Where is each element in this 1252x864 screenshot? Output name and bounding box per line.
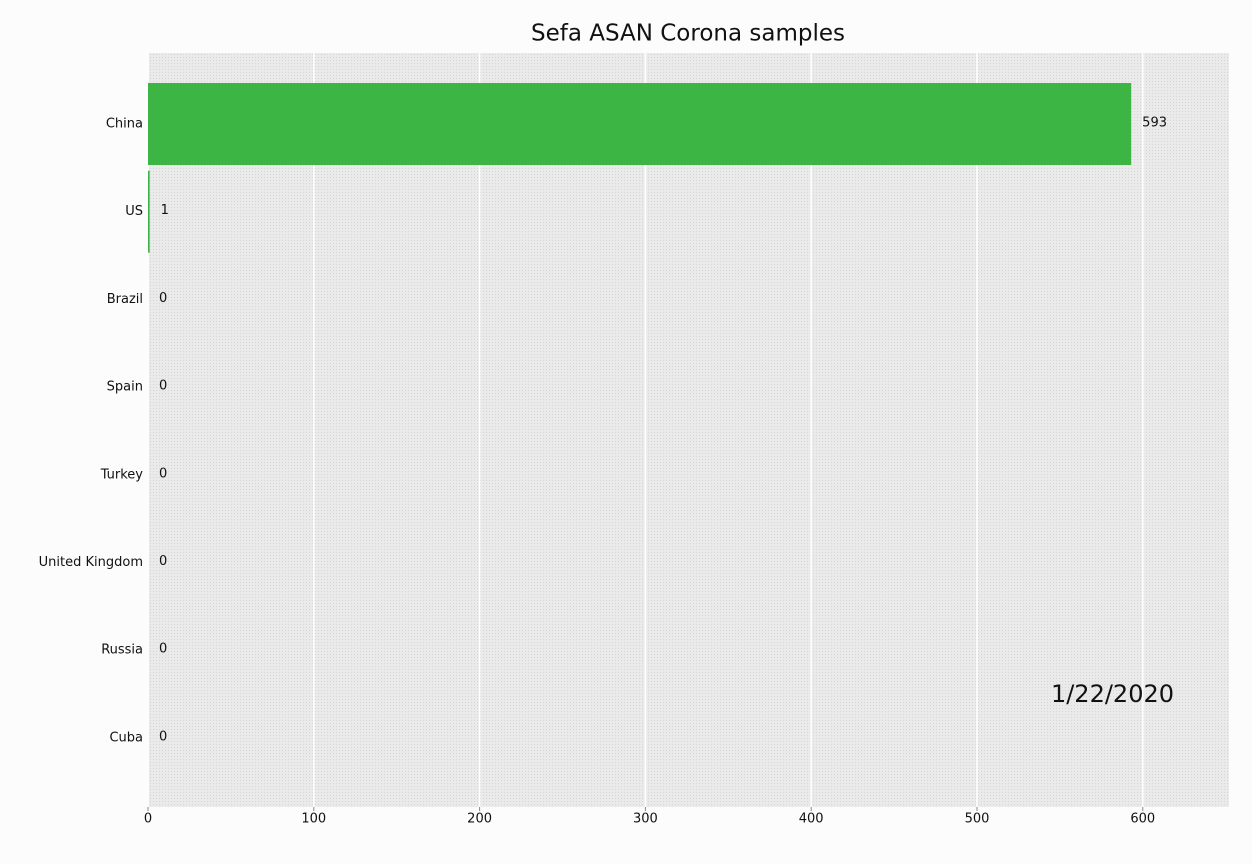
y-tick-label: Brazil [107, 292, 143, 307]
value-label: 0 [159, 379, 167, 394]
date-annotation: 1/22/2020 [1051, 680, 1174, 708]
y-tick-label: Turkey [100, 467, 144, 482]
value-label: 0 [159, 291, 167, 306]
x-tick-label: 0 [144, 812, 152, 827]
bar [148, 170, 150, 253]
y-tick-label: Spain [107, 380, 143, 395]
y-tick-label: Russia [101, 643, 143, 658]
x-tick-label: 100 [301, 812, 326, 827]
value-label: 0 [159, 729, 167, 744]
x-tick-label: 200 [467, 812, 492, 827]
x-tick-label: 500 [965, 812, 990, 827]
plot-area [148, 53, 1229, 807]
value-label: 593 [1142, 116, 1167, 131]
value-label: 0 [159, 554, 167, 569]
y-tick-label: China [106, 117, 143, 132]
value-label: 1 [161, 203, 169, 218]
x-tick-label: 400 [799, 812, 824, 827]
bar [148, 83, 1132, 165]
chart-title: Sefa ASAN Corona samples [531, 21, 845, 47]
y-tick-label: US [125, 204, 143, 219]
x-tick-label: 300 [633, 812, 658, 827]
x-tick-label: 600 [1130, 812, 1155, 827]
y-tick-label: United Kingdom [39, 555, 143, 570]
value-label: 0 [159, 642, 167, 657]
value-label: 0 [159, 466, 167, 481]
y-tick-label: Cuba [109, 730, 143, 745]
